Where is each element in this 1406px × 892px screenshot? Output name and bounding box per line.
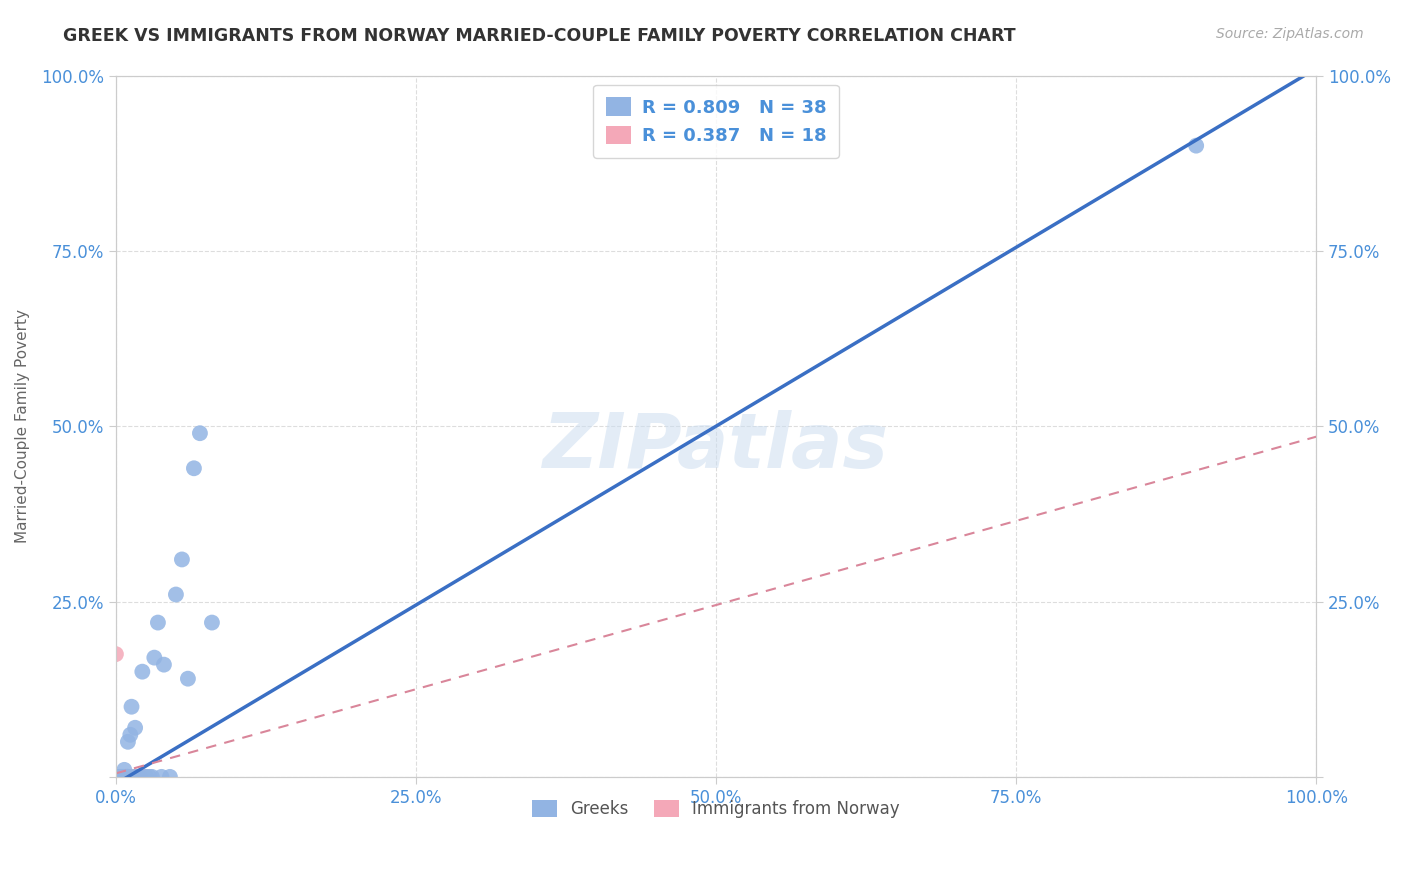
Point <box>120 728 142 742</box>
Point <box>165 587 187 601</box>
Point <box>108 770 131 784</box>
Point <box>146 615 169 630</box>
Point <box>104 770 127 784</box>
Point <box>104 770 127 784</box>
Point <box>104 770 127 784</box>
Y-axis label: Married-Couple Family Poverty: Married-Couple Family Poverty <box>15 310 30 543</box>
Point <box>129 770 152 784</box>
Point <box>112 770 135 784</box>
Point <box>117 770 139 784</box>
Point <box>104 770 127 784</box>
Point <box>117 770 139 784</box>
Point <box>107 770 129 784</box>
Point <box>188 426 211 441</box>
Point <box>111 770 134 784</box>
Point <box>104 770 127 784</box>
Point <box>201 615 224 630</box>
Point <box>108 770 131 784</box>
Point <box>159 770 181 784</box>
Point <box>104 647 127 661</box>
Point <box>129 770 152 784</box>
Point <box>135 770 157 784</box>
Point <box>135 770 157 784</box>
Point <box>104 770 127 784</box>
Point <box>117 735 139 749</box>
Point <box>120 770 142 784</box>
Point <box>104 770 127 784</box>
Point <box>170 552 193 566</box>
Point <box>104 770 127 784</box>
Point <box>127 770 149 784</box>
Point <box>104 770 127 784</box>
Legend: Greeks, Immigrants from Norway: Greeks, Immigrants from Norway <box>526 793 907 824</box>
Point <box>114 770 136 784</box>
Text: GREEK VS IMMIGRANTS FROM NORWAY MARRIED-COUPLE FAMILY POVERTY CORRELATION CHART: GREEK VS IMMIGRANTS FROM NORWAY MARRIED-… <box>63 27 1017 45</box>
Point <box>122 770 145 784</box>
Point <box>115 770 138 784</box>
Point <box>115 770 138 784</box>
Point <box>143 650 166 665</box>
Point <box>104 770 127 784</box>
Point <box>112 763 135 777</box>
Point <box>124 721 146 735</box>
Point <box>150 770 173 784</box>
Text: ZIPatlas: ZIPatlas <box>543 410 889 484</box>
Point <box>1185 138 1208 153</box>
Point <box>121 699 143 714</box>
Point <box>131 665 153 679</box>
Text: Source: ZipAtlas.com: Source: ZipAtlas.com <box>1216 27 1364 41</box>
Point <box>183 461 205 475</box>
Point <box>104 770 127 784</box>
Point <box>110 770 132 784</box>
Point <box>153 657 176 672</box>
Point <box>138 770 160 784</box>
Point <box>114 770 136 784</box>
Point <box>111 770 134 784</box>
Point <box>112 770 135 784</box>
Point <box>104 770 127 784</box>
Point <box>122 770 145 784</box>
Point <box>141 770 163 784</box>
Point <box>110 770 132 784</box>
Point <box>177 672 200 686</box>
